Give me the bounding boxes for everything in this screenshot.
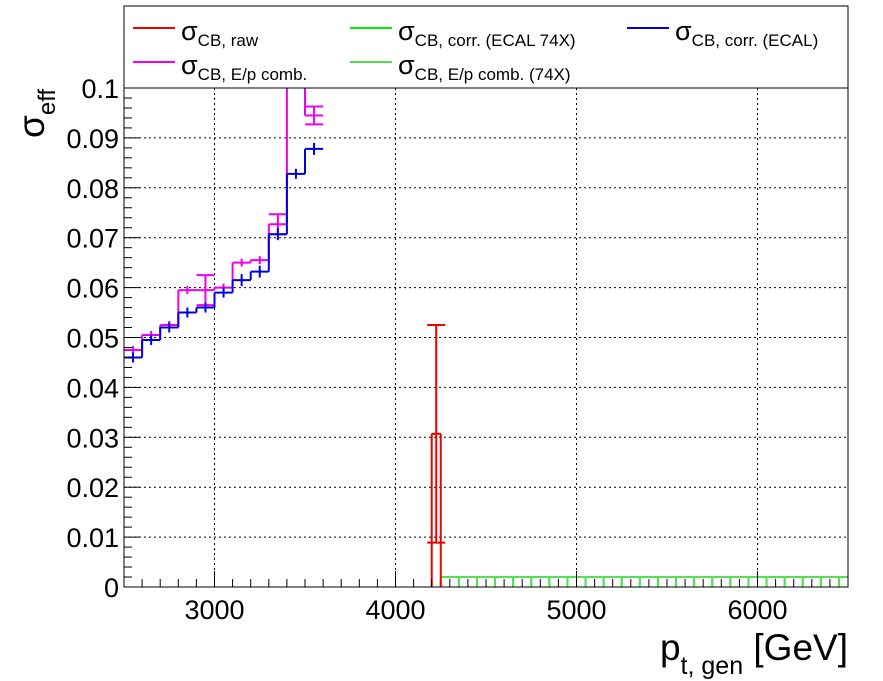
y-tick-label: 0.01 [66,523,119,553]
y-tick-label: 0.06 [66,274,119,304]
y-tick-label: 0.09 [66,124,119,154]
y-tick-label: 0 [104,573,119,603]
y-tick-label: 0.03 [66,423,119,453]
x-tick-label: 4000 [365,595,425,625]
legend: σCB, raw σCB, corr. (ECAL 74X) σCB, corr. … [123,5,849,89]
y-tick-label: 0.08 [66,174,119,204]
data-layer [124,88,848,587]
y-tick-label: 0.05 [66,324,119,354]
series-0 [427,324,446,587]
legend-label: σCB, corr. (ECAL) [675,16,818,50]
series-4 [439,576,848,587]
y-tick-label: 0.04 [66,373,119,403]
x-axis-title: pt, gen [GeV] [660,627,848,680]
grid-lines [124,88,848,587]
x-tick-label: 3000 [184,595,244,625]
legend-label: σCB, E/p comb. (74X) [398,50,571,84]
y-tick-label: 0.1 [81,74,119,104]
legend-label: σCB, corr. (ECAL 74X) [398,16,576,50]
x-tick-label: 5000 [546,595,606,625]
y-tick-label: 0.02 [66,473,119,503]
x-tick-label: 6000 [727,595,787,625]
legend-box [123,5,849,89]
axis-tick-labels: 3000 4000 5000 6000 0 0.01 0.02 0.03 0.04 0.05 0.0… [66,74,787,625]
legend-label: σCB, raw [181,16,259,50]
axis-ticks [123,87,849,588]
y-axis-title: σeff [11,89,61,138]
legend-label: σCB, E/p comb. [181,50,307,84]
series-2 [124,142,324,363]
y-tick-label: 0.07 [66,224,119,254]
